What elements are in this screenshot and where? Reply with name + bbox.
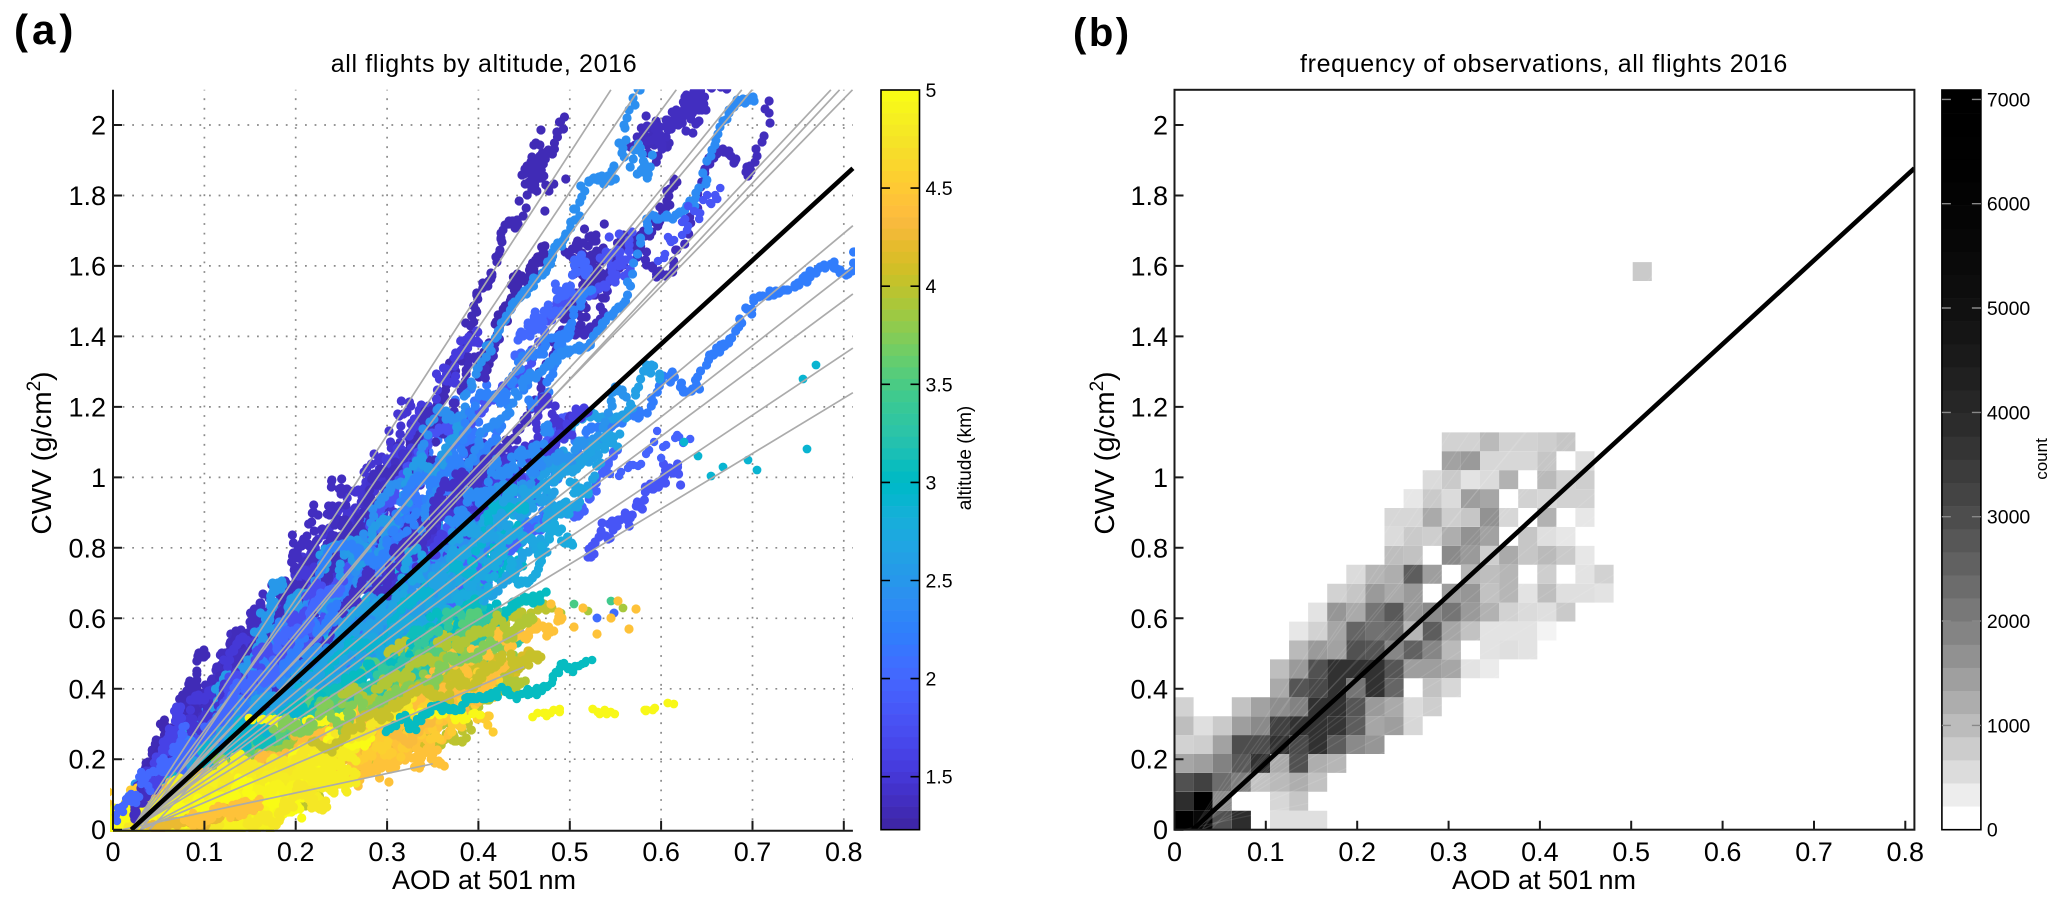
svg-text:1.8: 1.8 xyxy=(1130,181,1168,211)
svg-text:0.4: 0.4 xyxy=(68,674,106,704)
svg-text:0.2: 0.2 xyxy=(68,745,106,775)
svg-text:0.8: 0.8 xyxy=(68,533,106,563)
svg-text:3000: 3000 xyxy=(1987,507,2031,529)
svg-text:1.2: 1.2 xyxy=(1130,392,1168,422)
svg-text:0.6: 0.6 xyxy=(68,604,106,634)
svg-text:0.5: 0.5 xyxy=(551,837,589,867)
svg-text:3: 3 xyxy=(926,472,937,494)
svg-text:0.8: 0.8 xyxy=(1887,837,1925,867)
svg-text:1.5: 1.5 xyxy=(926,767,953,789)
svg-text:frequency of observations, all: frequency of observations, all flights 2… xyxy=(1300,50,1788,78)
svg-text:0.7: 0.7 xyxy=(1795,837,1833,867)
svg-text:0.7: 0.7 xyxy=(734,837,772,867)
svg-text:0.6: 0.6 xyxy=(1704,837,1742,867)
svg-text:0.2: 0.2 xyxy=(1130,745,1168,775)
svg-text:4: 4 xyxy=(926,276,937,298)
svg-text:2: 2 xyxy=(91,111,106,141)
svg-text:0.8: 0.8 xyxy=(825,837,863,867)
svg-text:all flights by altitude, 2016: all flights by altitude, 2016 xyxy=(331,50,638,78)
svg-text:0: 0 xyxy=(1987,820,1998,842)
svg-text:CWV (g/cm2): CWV (g/cm2) xyxy=(24,371,57,534)
svg-text:(b): (b) xyxy=(1073,11,1132,55)
svg-text:1.8: 1.8 xyxy=(68,181,106,211)
svg-text:AOD at 501 nm: AOD at 501 nm xyxy=(1452,865,1636,895)
svg-text:0: 0 xyxy=(1167,837,1182,867)
svg-text:0.4: 0.4 xyxy=(460,837,498,867)
svg-text:4.5: 4.5 xyxy=(926,178,953,200)
svg-text:7000: 7000 xyxy=(1987,89,2031,111)
svg-text:(a): (a) xyxy=(14,6,77,53)
svg-text:0.6: 0.6 xyxy=(1130,604,1168,634)
svg-text:2: 2 xyxy=(926,669,937,691)
svg-text:altitude (km): altitude (km) xyxy=(955,406,976,511)
svg-text:CWV (g/cm2): CWV (g/cm2) xyxy=(1087,371,1120,534)
svg-text:0.8: 0.8 xyxy=(1130,533,1168,563)
svg-text:1.6: 1.6 xyxy=(1130,251,1168,281)
svg-text:0.1: 0.1 xyxy=(1247,837,1285,867)
svg-text:2: 2 xyxy=(1153,111,1168,141)
svg-text:2.5: 2.5 xyxy=(926,571,953,593)
svg-text:0.6: 0.6 xyxy=(642,837,680,867)
svg-text:0.1: 0.1 xyxy=(186,837,224,867)
svg-text:5: 5 xyxy=(926,80,937,102)
svg-text:1.4: 1.4 xyxy=(68,322,106,352)
svg-text:0: 0 xyxy=(91,815,106,845)
svg-text:0.3: 0.3 xyxy=(1430,837,1468,867)
svg-text:0.3: 0.3 xyxy=(368,837,406,867)
svg-text:1.4: 1.4 xyxy=(1130,322,1168,352)
svg-text:1000: 1000 xyxy=(1987,715,2031,737)
svg-text:0.4: 0.4 xyxy=(1130,674,1168,704)
svg-text:3.5: 3.5 xyxy=(926,374,953,396)
svg-text:0.2: 0.2 xyxy=(1338,837,1376,867)
svg-text:2000: 2000 xyxy=(1987,611,2031,633)
svg-text:1.6: 1.6 xyxy=(68,251,106,281)
svg-text:6000: 6000 xyxy=(1987,194,2031,216)
svg-text:0.5: 0.5 xyxy=(1612,837,1650,867)
svg-text:count: count xyxy=(2032,438,2051,480)
svg-text:0: 0 xyxy=(105,837,120,867)
svg-text:1: 1 xyxy=(91,463,106,493)
svg-text:AOD at 501 nm: AOD at 501 nm xyxy=(392,865,576,895)
svg-text:1.2: 1.2 xyxy=(68,392,106,422)
svg-text:4000: 4000 xyxy=(1987,402,2031,424)
svg-text:1: 1 xyxy=(1153,463,1168,493)
svg-text:0.4: 0.4 xyxy=(1521,837,1559,867)
svg-text:0.2: 0.2 xyxy=(277,837,315,867)
svg-text:5000: 5000 xyxy=(1987,298,2031,320)
svg-text:0: 0 xyxy=(1153,815,1168,845)
